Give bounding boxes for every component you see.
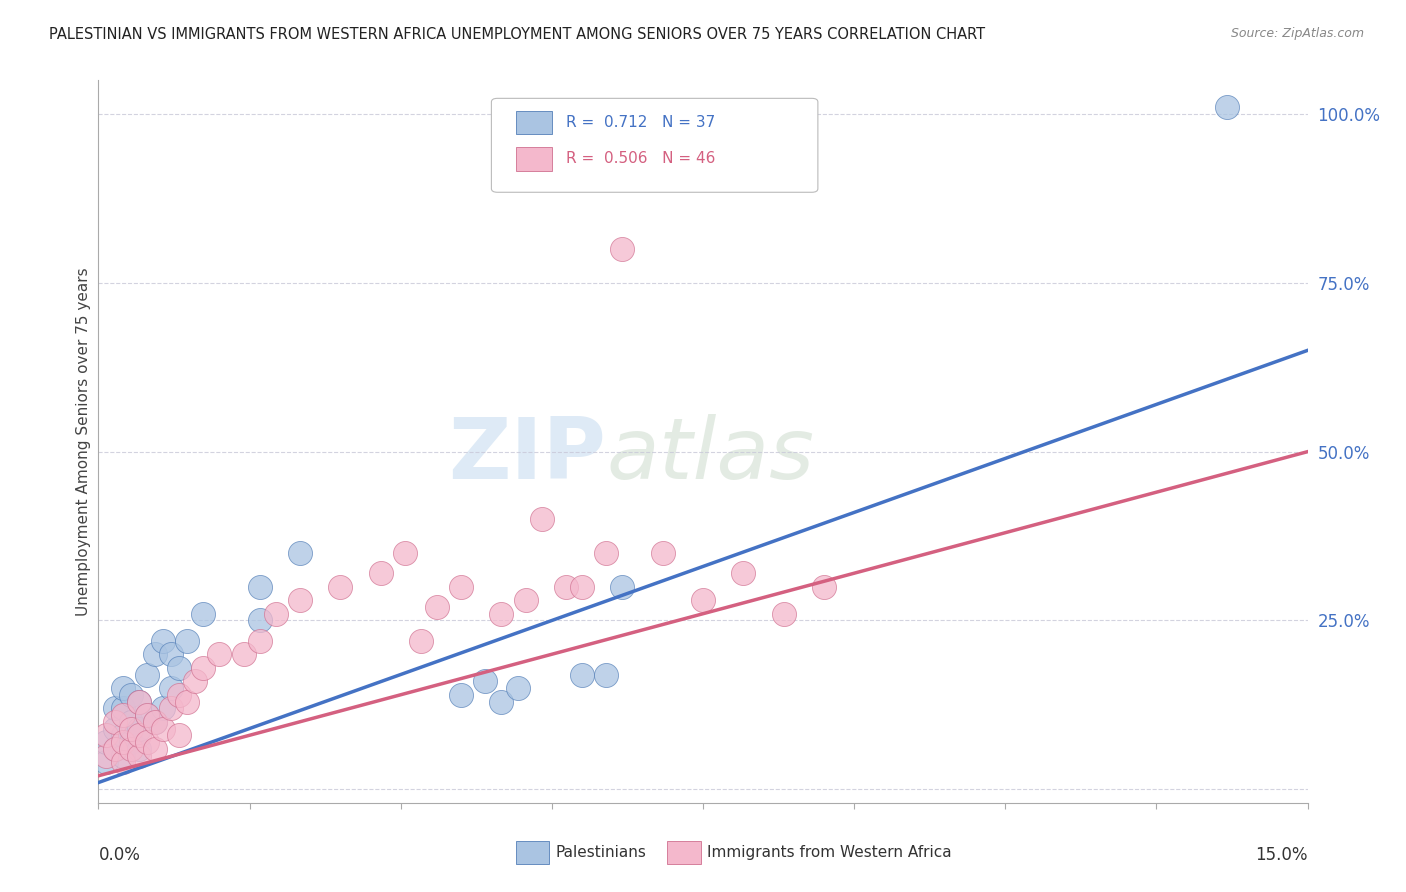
Text: R =  0.712   N = 37: R = 0.712 N = 37 — [567, 115, 716, 129]
Point — [160, 681, 183, 695]
Point — [409, 633, 432, 648]
Point — [135, 667, 157, 681]
Point — [143, 714, 166, 729]
Point — [96, 735, 118, 749]
Point — [692, 593, 714, 607]
Text: R =  0.506   N = 46: R = 0.506 N = 46 — [567, 151, 716, 166]
Point — [491, 607, 513, 621]
Point — [176, 694, 198, 708]
Point — [1216, 100, 1239, 114]
Point — [176, 633, 198, 648]
Point — [595, 667, 617, 681]
Point — [103, 722, 125, 736]
FancyBboxPatch shape — [666, 841, 700, 864]
FancyBboxPatch shape — [516, 147, 551, 170]
Point — [530, 512, 553, 526]
Point — [111, 681, 134, 695]
Point — [813, 580, 835, 594]
Point — [120, 688, 142, 702]
Point — [167, 661, 190, 675]
Point — [120, 735, 142, 749]
Point — [394, 546, 416, 560]
Point — [450, 688, 472, 702]
Point — [128, 748, 150, 763]
Y-axis label: Unemployment Among Seniors over 75 years: Unemployment Among Seniors over 75 years — [76, 268, 91, 615]
Point — [450, 580, 472, 594]
Point — [555, 580, 578, 594]
Point — [96, 748, 118, 763]
Point — [184, 674, 207, 689]
Point — [111, 735, 134, 749]
Point — [506, 681, 529, 695]
Point — [152, 633, 174, 648]
Point — [135, 708, 157, 723]
Point — [160, 701, 183, 715]
FancyBboxPatch shape — [516, 112, 551, 135]
FancyBboxPatch shape — [516, 841, 550, 864]
Point — [612, 242, 634, 256]
Point — [152, 701, 174, 715]
Point — [651, 546, 673, 560]
Point — [111, 756, 134, 770]
Point — [128, 694, 150, 708]
Text: Source: ZipAtlas.com: Source: ZipAtlas.com — [1230, 27, 1364, 40]
Point — [232, 647, 254, 661]
Point — [249, 614, 271, 628]
Point — [143, 714, 166, 729]
Point — [167, 728, 190, 742]
Point — [111, 748, 134, 763]
Point — [571, 580, 593, 594]
Point — [426, 599, 449, 614]
Point — [120, 714, 142, 729]
Point — [96, 756, 118, 770]
Point — [103, 701, 125, 715]
Point — [103, 741, 125, 756]
Point — [193, 661, 215, 675]
Point — [329, 580, 352, 594]
Point — [128, 728, 150, 742]
Point — [111, 708, 134, 723]
Text: PALESTINIAN VS IMMIGRANTS FROM WESTERN AFRICA UNEMPLOYMENT AMONG SENIORS OVER 75: PALESTINIAN VS IMMIGRANTS FROM WESTERN A… — [49, 27, 986, 42]
Point — [193, 607, 215, 621]
Point — [612, 580, 634, 594]
Text: Palestinians: Palestinians — [555, 845, 647, 860]
Point — [152, 722, 174, 736]
Point — [160, 647, 183, 661]
Point — [111, 701, 134, 715]
Text: 15.0%: 15.0% — [1256, 847, 1308, 864]
Point — [120, 741, 142, 756]
Point — [733, 566, 755, 581]
Point — [128, 694, 150, 708]
Point — [135, 735, 157, 749]
Point — [208, 647, 231, 661]
Text: 0.0%: 0.0% — [98, 847, 141, 864]
Point — [288, 546, 311, 560]
Point — [264, 607, 287, 621]
Point — [103, 714, 125, 729]
Point — [571, 667, 593, 681]
Point — [167, 688, 190, 702]
FancyBboxPatch shape — [492, 98, 818, 193]
Point — [249, 633, 271, 648]
Point — [128, 741, 150, 756]
Point — [103, 741, 125, 756]
Point — [370, 566, 392, 581]
Point — [249, 580, 271, 594]
Point — [515, 593, 537, 607]
Text: ZIP: ZIP — [449, 415, 606, 498]
Point — [128, 722, 150, 736]
Point — [111, 728, 134, 742]
Point — [288, 593, 311, 607]
Point — [595, 546, 617, 560]
Point — [474, 674, 496, 689]
Point — [96, 728, 118, 742]
Point — [135, 708, 157, 723]
Point — [491, 694, 513, 708]
Point — [143, 647, 166, 661]
Point — [143, 741, 166, 756]
Point — [120, 722, 142, 736]
Text: atlas: atlas — [606, 415, 814, 498]
Point — [772, 607, 794, 621]
Text: Immigrants from Western Africa: Immigrants from Western Africa — [707, 845, 952, 860]
